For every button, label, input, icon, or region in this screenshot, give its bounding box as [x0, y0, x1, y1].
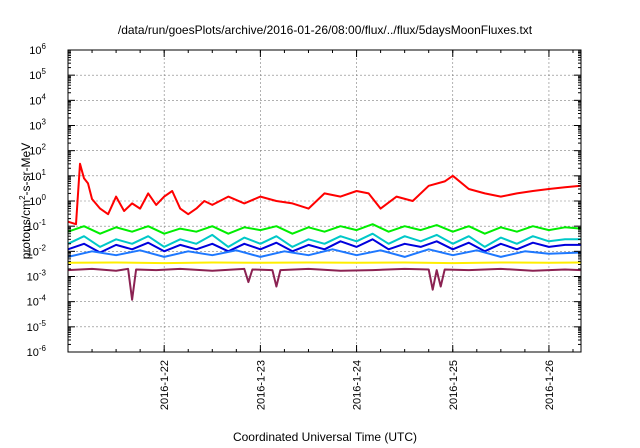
series-line-2 [67, 223, 582, 235]
y-tick-base: 10 [29, 70, 41, 82]
y-tick-exponent: -3 [39, 269, 47, 278]
y-tick-exponent: 5 [42, 67, 47, 76]
y-tick-base: 10 [29, 95, 41, 107]
series-line-3 [67, 232, 581, 248]
y-tick-label: 105 [29, 67, 46, 82]
x-tick-label: 2016-1-22 [159, 360, 171, 410]
y-tick-label: 103 [29, 118, 46, 133]
x-tick-label: 2016-1-23 [255, 360, 267, 410]
y-tick-base: 10 [27, 246, 39, 258]
y-tick-base: 10 [29, 171, 41, 183]
y-tick-base: 10 [27, 297, 39, 309]
y-tick-base: 10 [27, 347, 39, 359]
y-tick-exponent: 1 [42, 168, 47, 177]
series-line-1 [67, 162, 582, 226]
y-tick-exponent: 6 [42, 42, 47, 51]
x-tick-label: 2016-1-26 [544, 360, 556, 410]
y-tick-base: 10 [27, 221, 39, 233]
series-group [67, 162, 582, 301]
y-tick-base: 10 [29, 146, 41, 158]
x-axis-label: Coordinated Universal Time (UTC) [233, 430, 417, 444]
y-tick-base: 10 [27, 322, 39, 334]
y-axis-label-sup: 2 [18, 195, 27, 200]
series-line-6 [67, 261, 582, 265]
y-tick-base: 10 [27, 272, 39, 284]
y-tick-base: 10 [29, 45, 41, 57]
y-axis: 10-610-510-410-310-210-11001011021031041… [27, 42, 581, 359]
y-tick-label: 10-5 [27, 319, 47, 334]
y-tick-label: 104 [29, 92, 46, 107]
chart-title: /data/run/goesPlots/archive/2016-01-26/0… [118, 23, 533, 37]
y-tick-label: 10-3 [27, 269, 47, 284]
y-tick-exponent: -4 [39, 294, 47, 303]
y-tick-exponent: 2 [42, 143, 47, 152]
y-tick-label: 10-6 [27, 344, 47, 359]
y-tick-exponent: 0 [42, 193, 47, 202]
y-axis-label-main: protons/cm [19, 200, 33, 259]
series-line-7 [67, 267, 582, 301]
series-line-5 [67, 248, 582, 258]
y-tick-label: 106 [29, 42, 46, 57]
y-axis-label-rest: -s-sr-MeV [19, 143, 33, 196]
y-tick-base: 10 [29, 121, 41, 133]
y-axis-label: protons/cm2-s-sr-MeV [18, 143, 33, 259]
y-tick-exponent: 4 [42, 92, 47, 101]
x-tick-label: 2016-1-24 [352, 360, 364, 410]
x-axis: 2016-1-22 2016-1-23 2016-1-24 2016-1-25 2016… [67, 50, 574, 410]
y-tick-exponent: -6 [39, 344, 47, 353]
x-tick-label: 2016-1-25 [448, 360, 460, 410]
y-tick-label: 10-1 [27, 218, 47, 233]
y-tick-exponent: -5 [39, 319, 47, 328]
y-tick-base: 10 [29, 196, 41, 208]
y-tick-label: 10-4 [27, 294, 47, 309]
y-tick-label: 102 [29, 143, 46, 158]
y-tick-exponent: -1 [39, 218, 47, 227]
y-tick-label: 100 [29, 193, 46, 208]
y-tick-exponent: -2 [39, 243, 47, 252]
y-tick-label: 101 [29, 168, 46, 183]
y-tick-exponent: 3 [42, 118, 47, 127]
y-tick-label: 10-2 [27, 243, 47, 258]
series-line-4 [67, 238, 581, 254]
